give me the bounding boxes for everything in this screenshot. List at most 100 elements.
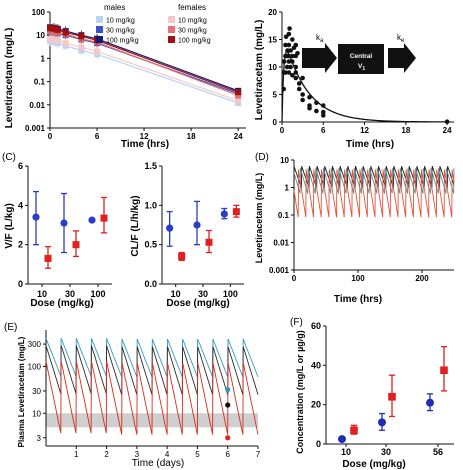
- y-tick-label: 40: [311, 360, 321, 370]
- y-tick-label: 0.1: [34, 78, 46, 87]
- panel-d-plot: 0 100 200 0.001 0.01 0.1 1 10: [269, 156, 455, 283]
- panel-c-vf-xlabel: Dose (mg/kg): [30, 298, 93, 309]
- x-tick-label: 1: [74, 450, 79, 459]
- x-tick-label: 30: [65, 289, 75, 299]
- legend-swatch: [96, 36, 103, 43]
- data-point: [166, 224, 174, 232]
- series-line-2: [293, 169, 455, 218]
- data-point: [205, 238, 213, 246]
- panel-b-plot: 0 6 12 18 24 0 5 10 15 20: [268, 8, 454, 135]
- series-line-3: [49, 38, 239, 102]
- data-point: [44, 254, 52, 262]
- x-tick-label: 0: [280, 126, 285, 135]
- panel-c-clf-plot: 0.0 0.5 1.0 1.5 10 30 100: [144, 161, 244, 299]
- legend-swatch: [168, 36, 175, 43]
- data-point: [296, 86, 302, 92]
- legend-label: 10 mg/kg: [178, 18, 207, 25]
- data-point: [232, 208, 240, 216]
- x-tick-label: 0: [292, 274, 297, 283]
- panel-d-label: (D): [255, 152, 269, 163]
- model-fit-curve: [281, 50, 447, 123]
- absorption-arrow: [302, 43, 337, 73]
- y-tick-label: 100: [28, 362, 42, 371]
- data-point: [235, 89, 242, 96]
- legend-males-title: males: [104, 3, 125, 12]
- legend-swatch: [96, 16, 103, 23]
- panel-c-vf-ylabel: V/F (L/kg): [4, 203, 15, 249]
- y-tick-label: 10: [268, 63, 277, 72]
- elimination-arrow: [388, 43, 416, 73]
- data-point: [62, 40, 69, 47]
- data-point: [193, 221, 201, 229]
- x-tick-label: 24: [234, 132, 243, 141]
- data-point: [287, 26, 292, 31]
- data-point: [320, 113, 326, 118]
- y-tick-label: 0.01: [273, 239, 289, 248]
- x-tick-label: 4: [165, 450, 170, 459]
- data-point: [94, 48, 101, 55]
- panel-f-xlabel: Dose (mg/kg): [342, 459, 405, 470]
- y-tick-label: 1: [41, 54, 46, 63]
- x-tick-label: 30: [381, 447, 391, 457]
- central-compartment-box: [338, 44, 384, 74]
- panel-d-xlabel: Time (hrs): [334, 294, 382, 305]
- panel-f-label: (F): [290, 317, 303, 328]
- panel-c-clf-xlabel: Dose (mg/kg): [166, 298, 229, 309]
- legend-swatch: [96, 26, 103, 33]
- data-point: [286, 31, 292, 37]
- panel-b-ylabel: Levetiracetam (mg/L): [254, 20, 265, 121]
- y-tick-label: 1.5: [144, 161, 157, 171]
- y-tick-label: 10: [32, 409, 41, 418]
- panel-e-xlabel: Time (days): [132, 458, 184, 469]
- data-point: [350, 426, 358, 435]
- panel-d-ylabel: Levetiracetam (mg/L): [254, 173, 264, 264]
- legend-label: 10 mg/kg: [106, 18, 135, 25]
- y-tick-label: 0.0: [144, 279, 157, 289]
- data-point: [286, 59, 292, 64]
- data-point: [78, 44, 85, 51]
- series-line-2: [45, 361, 259, 435]
- y-tick-label: 2: [18, 240, 23, 250]
- data-point: [284, 64, 290, 70]
- data-point: [54, 37, 61, 44]
- data-point: [60, 219, 68, 227]
- x-tick-label: 200: [415, 274, 429, 283]
- y-tick-label: 0: [273, 118, 278, 127]
- panel-a-ylabel: Levetiracetam (mg/L): [4, 28, 15, 129]
- y-tick-label: 100: [32, 8, 46, 17]
- y-tick-label: 10: [36, 31, 45, 40]
- legend-label: 100 mg/kg: [106, 38, 139, 45]
- end-marker: [225, 402, 231, 408]
- x-tick-label: 6: [95, 132, 100, 141]
- data-point: [300, 97, 305, 103]
- y-tick-label: 30: [32, 387, 41, 396]
- data-point: [288, 64, 293, 70]
- data-point: [300, 75, 305, 81]
- data-point: [314, 108, 319, 114]
- x-tick-label: 100: [90, 289, 105, 299]
- y-tick-label: 60: [311, 321, 321, 331]
- data-point: [296, 81, 302, 86]
- x-tick-label: 6: [321, 126, 326, 135]
- x-tick-label: 3: [135, 450, 140, 459]
- data-point: [54, 26, 61, 33]
- x-tick-label: 100: [223, 289, 238, 299]
- legend-swatch: [168, 16, 175, 23]
- end-marker: [225, 387, 231, 393]
- panel-d: (D) 0 100 200 0.001 0.01 0.1 1 10 Levetiracetam…: [254, 152, 455, 305]
- data-point: [286, 70, 292, 75]
- panel-e-ylabel: Plasma Levetiracetam (mg/L): [17, 336, 26, 447]
- panel-f-plot: 10 30 56 0 20 40 60: [311, 321, 454, 457]
- data-point: [50, 25, 57, 32]
- central-compartment-label: Central: [350, 53, 373, 60]
- y-tick-label: 0.1: [278, 211, 290, 220]
- x-tick-label: 56: [433, 447, 443, 457]
- data-point: [62, 29, 69, 36]
- data-point: [290, 53, 295, 59]
- panel-a-legend: males females 10 mg/kg 30 mg/kg 100 mg/kg 1…: [96, 3, 211, 45]
- y-tick-label: 20: [311, 400, 321, 410]
- data-point: [288, 48, 293, 53]
- data-point: [281, 86, 287, 92]
- data-point: [293, 75, 299, 81]
